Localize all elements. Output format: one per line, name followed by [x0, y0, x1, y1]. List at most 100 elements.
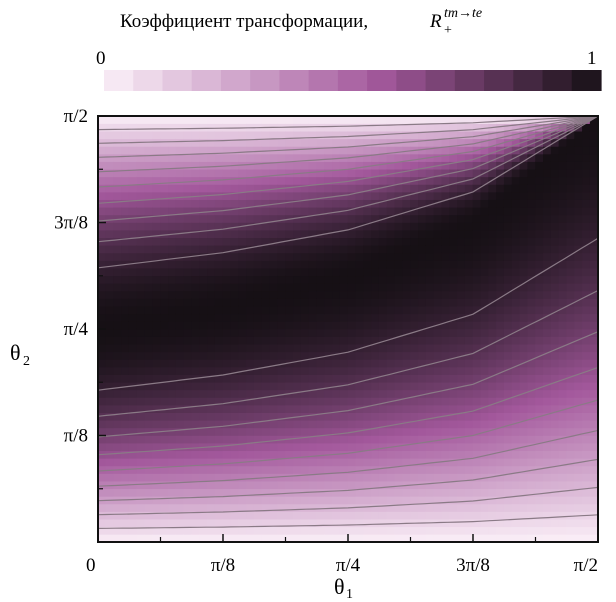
heatmap-cell	[230, 465, 239, 474]
heatmap-cell	[230, 389, 239, 398]
heatmap-cell	[566, 184, 575, 193]
heatmap-cell	[582, 419, 591, 429]
heatmap-cell	[293, 283, 302, 292]
heatmap-cell	[355, 328, 364, 337]
heatmap-cell	[394, 336, 403, 345]
heatmap-cell	[543, 168, 552, 178]
heatmap-cell	[371, 412, 380, 421]
heatmap-cell	[293, 511, 302, 520]
heatmap-cell	[253, 343, 263, 353]
heatmap-cell	[355, 473, 364, 482]
heatmap-cell	[519, 245, 528, 254]
heatmap-cell	[472, 366, 482, 375]
heatmap-cell	[175, 298, 185, 307]
heatmap-cell	[425, 191, 435, 200]
heatmap-cell	[496, 419, 505, 429]
heatmap-cell	[418, 116, 427, 124]
heatmap-cell	[175, 161, 185, 170]
heatmap-cell	[363, 526, 372, 535]
heatmap-cell	[238, 435, 247, 444]
heatmap-cell	[566, 229, 575, 239]
heatmap-cell	[285, 290, 294, 299]
heatmap-cell	[175, 511, 185, 520]
heatmap-cell	[535, 161, 544, 170]
heatmap-cell	[339, 473, 349, 482]
heatmap-cell	[339, 511, 349, 520]
heatmap-cell	[152, 351, 161, 360]
heatmap-cell	[191, 283, 200, 292]
heatmap-cell	[339, 458, 349, 467]
heatmap-cell	[488, 397, 497, 406]
heatmap-cell	[425, 351, 435, 360]
contour-line	[98, 331, 598, 438]
heatmap-cell	[222, 146, 232, 155]
heatmap-cell	[183, 518, 193, 528]
heatmap-cell	[113, 435, 122, 444]
heatmap-cell	[355, 534, 364, 542]
heatmap-cell	[433, 283, 443, 292]
x-tick-label: 3π/8	[456, 555, 490, 576]
heatmap-cell	[566, 260, 575, 269]
heatmap-cell	[246, 176, 255, 185]
heatmap-cell	[175, 130, 185, 140]
heatmap-cell	[324, 199, 333, 208]
heatmap-cell	[238, 328, 247, 337]
heatmap-cell	[144, 313, 153, 322]
heatmap-cell	[433, 168, 443, 178]
heatmap-cell	[488, 442, 497, 452]
heatmap-cell	[183, 298, 193, 307]
heatmap-cell	[386, 222, 396, 231]
heatmap-cell	[371, 116, 380, 124]
heatmap-cell	[230, 252, 239, 261]
heatmap-cell	[363, 199, 372, 208]
heatmap-cell	[128, 359, 138, 368]
heatmap-cell	[308, 130, 318, 140]
heatmap-cell	[144, 511, 153, 520]
heatmap-cell	[582, 237, 591, 246]
heatmap-cell	[589, 435, 598, 444]
heatmap-cell	[386, 123, 396, 132]
heatmap-cell	[128, 496, 138, 505]
heatmap-cell	[339, 184, 349, 193]
heatmap-cell	[503, 427, 513, 436]
heatmap-cell	[355, 237, 364, 246]
heatmap-cell	[480, 290, 489, 299]
heatmap-cell	[238, 116, 247, 124]
heatmap-cell	[246, 359, 255, 368]
heatmap-cell	[503, 366, 513, 375]
heatmap-cell	[371, 267, 380, 277]
heatmap-cell	[230, 442, 239, 452]
heatmap-cell	[582, 321, 591, 330]
heatmap-cell	[566, 343, 575, 353]
heatmap-cell	[253, 435, 263, 444]
heatmap-cell	[503, 260, 513, 269]
heatmap-cell	[183, 191, 193, 200]
heatmap-cell	[464, 116, 474, 124]
heatmap-cell	[191, 458, 200, 467]
heatmap-cell	[402, 176, 411, 185]
heatmap-cell	[324, 222, 333, 231]
heatmap-cell	[316, 328, 325, 337]
heatmap-cell	[144, 191, 153, 200]
heatmap-cell	[300, 199, 310, 208]
heatmap-cell	[511, 374, 521, 383]
heatmap-cell	[300, 116, 310, 124]
heatmap-cell	[503, 275, 513, 284]
heatmap-cell	[199, 511, 208, 520]
heatmap-cell	[386, 496, 396, 505]
heatmap-cell	[535, 229, 544, 239]
heatmap-cell	[441, 252, 450, 261]
heatmap-cell	[394, 176, 403, 185]
heatmap-cell	[378, 298, 388, 307]
heatmap-cell	[425, 427, 435, 436]
heatmap-cell	[355, 161, 364, 170]
heatmap-cell	[496, 237, 505, 246]
heatmap-cell	[418, 191, 427, 200]
heatmap-cell	[191, 321, 200, 330]
heatmap-cell	[402, 146, 411, 155]
heatmap-cell	[207, 305, 216, 315]
heatmap-cell	[113, 351, 122, 360]
heatmap-cell	[503, 245, 513, 254]
heatmap-cell	[199, 313, 208, 322]
heatmap-cell	[535, 298, 544, 307]
